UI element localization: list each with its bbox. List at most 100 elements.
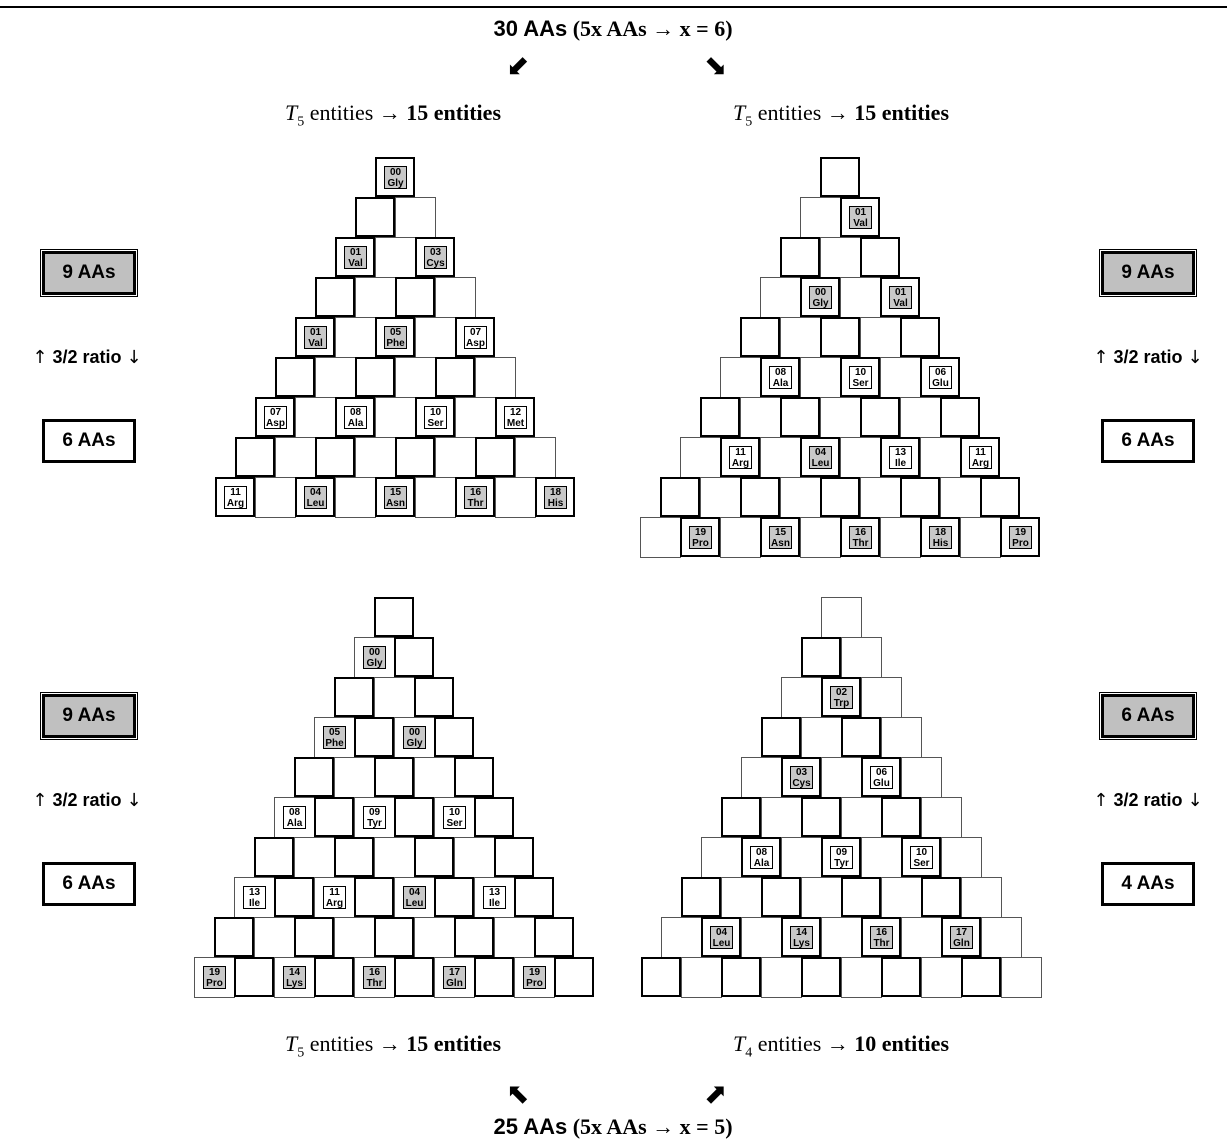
- amino-acid-number: 17: [955, 926, 968, 938]
- amino-acid-label: 10 Ser: [424, 406, 447, 429]
- triangle-cell: [534, 917, 574, 957]
- triangle-cell: [681, 957, 722, 998]
- triangle-cell: [821, 597, 862, 638]
- triangle-cell: [740, 397, 781, 438]
- triangle-cell: [415, 397, 455, 437]
- amino-acid-label: 00 Gly: [363, 646, 386, 669]
- amino-acid-name: Val: [853, 217, 868, 229]
- amino-acid-name: Arg: [325, 897, 344, 909]
- amino-acid-number: 19: [1014, 526, 1027, 538]
- amino-acid-number: 18: [549, 486, 562, 498]
- triangle-cell: [761, 877, 801, 917]
- triangle-cell: [355, 357, 395, 397]
- triangle-cell: [414, 757, 455, 798]
- triangle-cell: [275, 357, 315, 397]
- amino-acid-label: 14 Lys: [283, 966, 306, 989]
- amino-acid-label: 14 Lys: [790, 926, 813, 949]
- amino-acid-name: Arg: [226, 497, 245, 509]
- triangle-cell: [960, 517, 1001, 558]
- triangle-cell: [435, 357, 475, 397]
- amino-acid-label: 00 Gly: [403, 726, 426, 749]
- amino-acid-label: 04 Leu: [809, 446, 832, 469]
- amino-acid-number: 11: [735, 446, 746, 458]
- amino-acid-name: Gly: [387, 177, 404, 189]
- amino-acid-name: Glu: [873, 777, 890, 789]
- amino-acid-number: 15: [389, 486, 402, 498]
- amino-acid-label: 08 Ala: [283, 806, 306, 829]
- triangle-cell: [901, 917, 942, 958]
- count-box-lower: 6 AAs: [1101, 419, 1195, 463]
- triangle-cell: [881, 717, 922, 758]
- amino-acid-label: 10 Ser: [910, 846, 933, 869]
- triangle-cell: [234, 957, 274, 997]
- amino-acid-name: Val: [348, 257, 363, 269]
- amino-acid-label: 02 Trp: [830, 686, 853, 709]
- amino-acid-label: 13 Ile: [483, 886, 506, 909]
- triangle-cell: [335, 317, 376, 358]
- triangle-cell: [781, 837, 822, 878]
- triangle-cell: [681, 877, 721, 917]
- amino-acid-label: 03 Cys: [424, 246, 447, 269]
- triangle-cell: [821, 917, 862, 958]
- amino-acid-label: 04 Leu: [304, 486, 327, 509]
- triangle-cell: [901, 757, 942, 798]
- triangle-cell: [374, 677, 415, 718]
- triangle-cell: [454, 757, 494, 797]
- triangle-cell: [920, 437, 961, 478]
- amino-acid-number: 10: [915, 846, 928, 858]
- triangle-cell: [554, 957, 594, 997]
- amino-acid-label: 08 Ala: [344, 406, 367, 429]
- amino-acid-name: Thr: [366, 977, 383, 989]
- amino-acid-name: Thr: [467, 497, 484, 509]
- amino-acid-label: 11 Arg: [729, 446, 752, 469]
- triangle-cell: [801, 877, 842, 918]
- amino-acid-number: 03: [429, 246, 442, 258]
- triangle-cell: [720, 517, 761, 558]
- triangle-cell: [395, 277, 435, 317]
- triangle-cell: [820, 477, 860, 517]
- triangle-cell: [355, 277, 396, 318]
- amino-acid-name: Pro: [1012, 537, 1029, 549]
- triangle-cell: [394, 957, 434, 997]
- amino-acid-name: Ala: [347, 417, 364, 429]
- amino-acid-label: 09 Tyr: [363, 806, 386, 829]
- triangle-cell: [841, 877, 881, 917]
- triangle-cell: [800, 197, 841, 238]
- amino-acid-number: 04: [309, 486, 322, 498]
- amino-acid-label: 01 Val: [849, 206, 872, 229]
- triangle-cell: [840, 277, 881, 318]
- triangle-cell: [840, 437, 881, 478]
- triangle-cell: [495, 477, 536, 518]
- amino-acid-number: 16: [875, 926, 888, 938]
- amino-acid-name: Leu: [306, 497, 325, 509]
- triangle-cell: [475, 357, 516, 398]
- triangle-cell: [900, 317, 940, 357]
- top-rule: [0, 6, 1227, 8]
- triangle-cell: [760, 437, 801, 478]
- amino-acid-number: 03: [795, 766, 808, 778]
- triangle-cell: [414, 837, 454, 877]
- amino-acid-number: 19: [208, 966, 221, 978]
- amino-acid-label: 07 Asp: [464, 326, 487, 349]
- amino-acid-label: 16 Thr: [870, 926, 893, 949]
- amino-acid-label: 19 Pro: [1009, 526, 1032, 549]
- amino-acid-number: 06: [934, 366, 947, 378]
- triangle-cell: [335, 477, 376, 518]
- amino-acid-label: 06 Glu: [929, 366, 952, 389]
- triangle-cell: [740, 317, 780, 357]
- triangle-cell: [434, 877, 474, 917]
- triangle-cell: [315, 437, 355, 477]
- amino-acid-name: Cys: [792, 777, 811, 789]
- triangle-cell: [294, 917, 334, 957]
- triangle-cell: [801, 797, 841, 837]
- triangle-cell: [860, 477, 901, 518]
- amino-acid-number: 02: [835, 686, 848, 698]
- triangle-cell: [294, 757, 334, 797]
- triangle-cell: [274, 957, 315, 998]
- top-caption-paren: (5x AAs → x = 6): [572, 16, 733, 41]
- amino-acid-number: 13: [488, 886, 501, 898]
- triangle-cell: [435, 437, 476, 478]
- amino-acid-number: 00: [408, 726, 421, 738]
- arrow-up-left-icon: ⬉: [506, 1077, 530, 1110]
- ratio-label: ↑ 3/2 ratio ↓: [1093, 790, 1203, 811]
